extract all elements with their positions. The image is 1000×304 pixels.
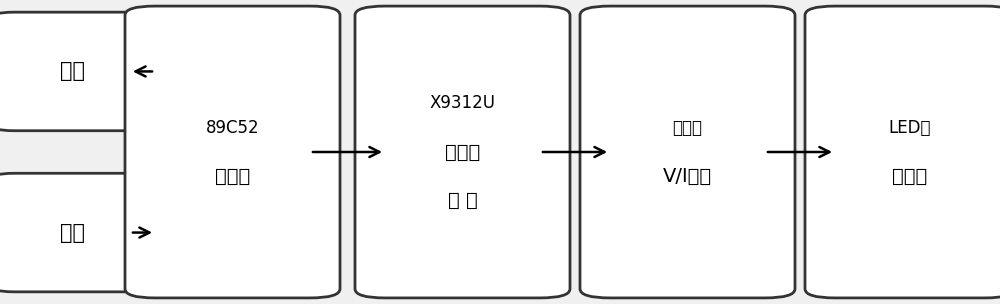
FancyBboxPatch shape xyxy=(0,173,160,292)
FancyBboxPatch shape xyxy=(125,6,340,298)
Text: 电位器: 电位器 xyxy=(445,143,480,161)
FancyBboxPatch shape xyxy=(805,6,1000,298)
Text: X9312U: X9312U xyxy=(430,94,496,112)
Text: 显示: 显示 xyxy=(60,61,85,81)
Text: 单片机: 单片机 xyxy=(215,167,250,186)
FancyBboxPatch shape xyxy=(580,6,795,298)
Text: 数 字: 数 字 xyxy=(448,191,477,210)
Text: 89C52: 89C52 xyxy=(206,119,259,137)
FancyBboxPatch shape xyxy=(355,6,570,298)
Text: V/I转换: V/I转换 xyxy=(663,167,712,186)
Text: 键盘: 键盘 xyxy=(60,223,85,243)
Text: LED灯: LED灯 xyxy=(889,119,931,137)
FancyBboxPatch shape xyxy=(0,12,160,131)
Text: 恒流源: 恒流源 xyxy=(672,119,702,137)
Text: 大功率: 大功率 xyxy=(892,167,928,186)
